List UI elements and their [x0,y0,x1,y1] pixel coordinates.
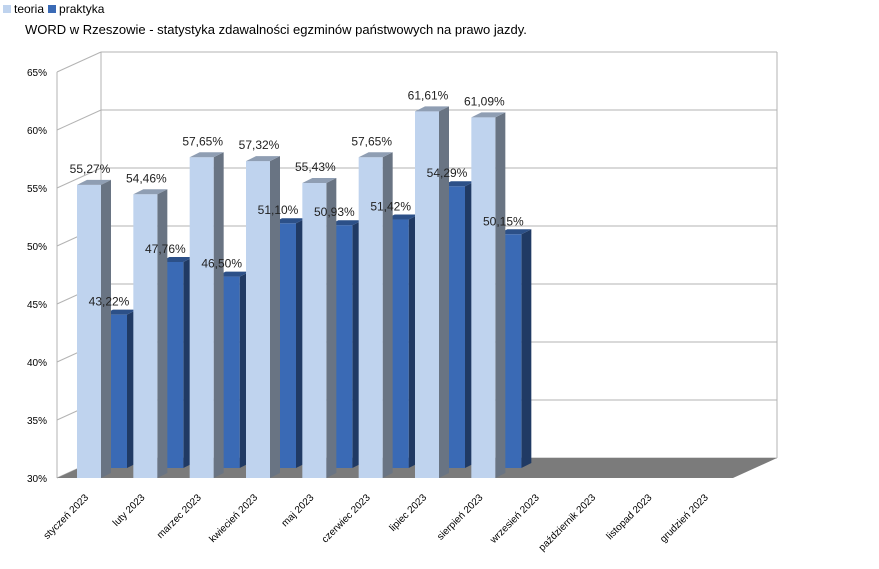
x-tick-label: październik 2023 [537,492,599,554]
data-label-praktyka: 51,42% [370,200,411,214]
y-tick-label: 50% [27,242,47,253]
legend: teoria praktyka [3,2,108,16]
data-label-praktyka: 51,10% [258,203,299,217]
x-tick-label: sierpień 2023 [435,492,486,543]
legend-swatch-praktyka [48,5,57,13]
legend-item-teoria: teoria [3,2,44,16]
bar-teoria [415,106,449,478]
x-tick-label: listopad 2023 [605,492,655,542]
legend-swatch-teoria [3,5,11,13]
legend-label-praktyka: praktyka [59,2,105,16]
x-tick-label: wrzesień 2023 [488,492,542,546]
x-tick-label: lipiec 2023 [388,492,430,534]
y-tick-label: 60% [27,126,47,137]
gridline-side [56,167,102,189]
x-tick-label: maj 2023 [280,492,317,529]
legend-item-praktyka: praktyka [48,2,104,16]
y-tick-label: 30% [27,474,47,485]
x-tick-label: kwiecień 2023 [208,492,261,545]
bar-teoria [189,152,224,478]
x-tick-label: czerwiec 2023 [320,492,373,545]
bar-teoria [77,179,111,479]
bar-teoria [302,178,337,478]
data-label-teoria: 57,65% [351,134,392,148]
data-label-teoria: 55,27% [70,162,111,176]
data-label-teoria: 57,65% [182,134,223,148]
gridline-side [56,51,102,73]
data-label-teoria: 55,43% [295,160,336,174]
bar-teoria [133,189,168,478]
bar-teoria [246,156,280,478]
data-label-teoria: 61,61% [408,88,449,102]
bar-teoria [471,112,506,478]
x-tick-label: styczeń 2023 [42,492,92,542]
data-label-teoria: 61,09% [464,94,505,108]
legend-label-teoria: teoria [14,2,45,16]
bar-teoria [358,152,393,478]
gridline-side [56,109,102,131]
data-label-praktyka: 43,22% [89,295,130,309]
data-label-teoria: 54,46% [126,171,167,185]
x-tick-label: grudzień 2023 [658,492,711,545]
data-label-teoria: 57,32% [239,138,280,152]
y-tick-label: 40% [27,358,47,369]
y-tick-label: 35% [27,416,47,427]
y-tick-label: 55% [27,184,47,195]
data-label-praktyka: 46,50% [201,257,242,271]
data-label-praktyka: 50,15% [483,214,524,228]
data-label-praktyka: 54,29% [427,166,468,180]
y-tick-label: 65% [27,68,47,79]
data-label-praktyka: 47,76% [145,242,186,256]
data-label-praktyka: 50,93% [314,205,355,219]
x-tick-label: luty 2023 [111,492,148,529]
y-tick-label: 45% [27,300,47,311]
chart-title: WORD w Rzeszowie - statystyka zdawalnośc… [25,22,527,37]
x-tick-label: marzec 2023 [155,492,204,541]
